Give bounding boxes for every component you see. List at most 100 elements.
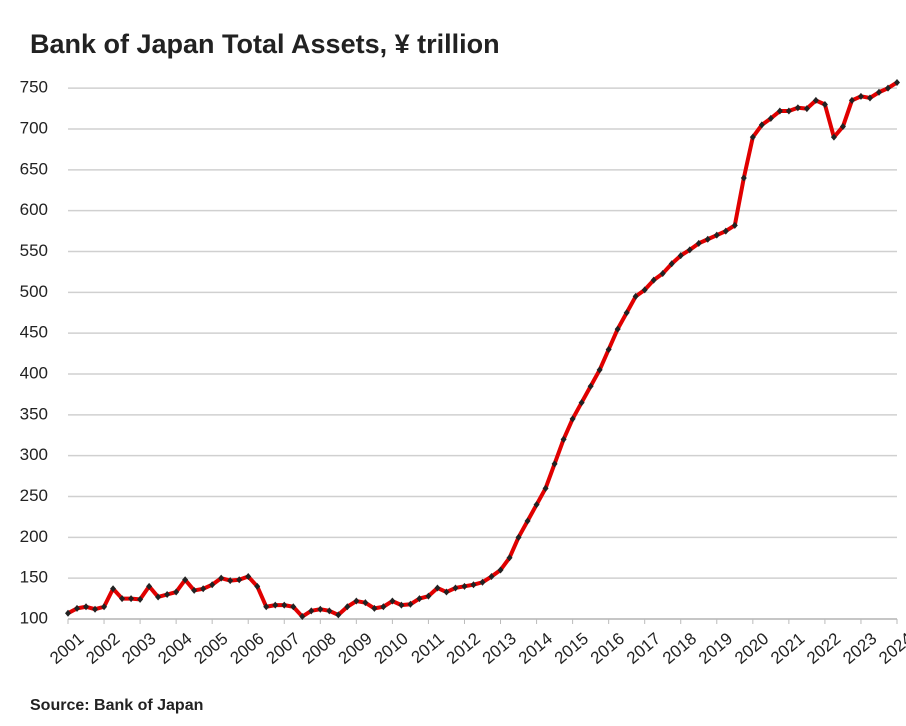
y-tick-label: 300 [20,445,48,464]
data-marker [272,601,279,609]
data-marker [740,174,747,182]
x-tick-label: 2017 [623,629,664,668]
x-tick-label: 2001 [46,629,87,668]
data-marker [335,611,342,619]
data-marker [488,573,495,581]
y-tick-label: 100 [20,608,48,627]
y-tick-label: 350 [20,404,48,423]
y-tick-label: 600 [20,200,48,219]
x-tick-label: 2018 [659,629,700,668]
data-marker [767,114,774,122]
data-marker [785,107,792,115]
data-marker [794,104,801,112]
data-marker [317,605,324,613]
data-marker [515,533,522,541]
data-marker [227,577,234,585]
y-tick-label: 150 [20,568,48,587]
data-marker [137,595,144,603]
data-marker [470,581,477,589]
data-marker [587,382,594,390]
data-marker [434,584,441,592]
data-marker [884,84,891,92]
data-marker [182,576,189,584]
x-tick-label: 2013 [479,629,520,668]
x-tick-label: 2019 [695,629,736,668]
x-tick-label: 2010 [371,629,412,668]
y-tick-label: 500 [20,282,48,301]
y-tick-label: 650 [20,159,48,178]
data-marker [668,260,675,268]
data-marker [623,309,630,317]
x-tick-label: 2022 [803,629,844,668]
data-marker [443,588,450,596]
data-marker [560,435,567,443]
x-tick-label: 2014 [515,629,556,668]
data-marker [380,603,387,611]
data-marker [894,78,900,86]
chart-title: Bank of Japan Total Assets, ¥ trillion [30,29,500,59]
data-marker [119,595,126,603]
data-marker [110,585,117,593]
data-marker [632,292,639,300]
data-marker [803,105,810,113]
x-tick-label: 2012 [443,629,484,668]
y-tick-label: 200 [20,527,48,546]
data-marker [596,366,603,374]
data-marker [209,581,216,589]
x-tick-label: 2007 [263,629,304,668]
y-tick-label: 550 [20,241,48,260]
y-tick-label: 450 [20,323,48,342]
data-marker [542,484,549,492]
x-tick-label: 2005 [190,629,231,668]
data-marker [74,604,81,612]
data-marker [551,460,558,468]
data-marker [524,517,531,525]
data-marker [245,573,252,581]
data-marker [416,595,423,603]
x-tick-label: 2004 [154,629,195,668]
data-marker [452,584,459,592]
data-marker [299,613,306,621]
x-tick-label: 2023 [839,629,880,668]
data-marker [614,325,621,333]
y-tick-label: 750 [20,78,48,97]
data-marker [677,252,684,260]
data-marker [776,107,783,115]
x-tick-label: 2024 [875,629,906,668]
data-marker [848,96,855,104]
x-tick-label: 2011 [408,629,448,667]
x-tick-label: 2008 [299,629,340,668]
data-marker [362,599,369,607]
data-marker [398,601,405,609]
data-marker [722,227,729,235]
data-marker [236,576,243,584]
data-marker [128,595,135,603]
x-tick-label: 2020 [731,629,772,668]
data-marker [758,121,765,129]
data-marker [173,588,180,596]
x-tick-label: 2009 [335,629,376,668]
data-marker [407,600,414,608]
data-marker [281,601,288,609]
data-marker [92,605,99,613]
x-tick-label: 2016 [587,629,628,668]
data-marker [497,566,504,574]
data-marker [101,603,108,611]
data-marker [200,585,207,593]
data-marker [164,591,171,598]
data-marker [155,593,162,601]
x-tick-label: 2006 [226,629,267,668]
data-marker [830,133,837,141]
x-tick-label: 2003 [118,629,159,668]
data-marker [713,231,720,239]
data-marker [263,603,270,611]
data-marker [254,582,261,590]
data-marker [749,133,756,141]
data-marker [650,276,657,284]
data-marker [326,607,333,615]
data-marker [290,603,297,611]
data-marker [821,101,828,108]
data-line [67,80,899,619]
data-marker [866,94,873,102]
